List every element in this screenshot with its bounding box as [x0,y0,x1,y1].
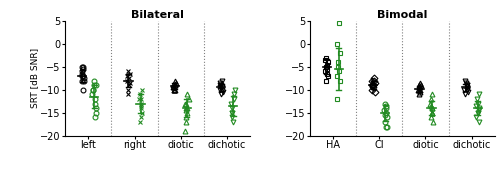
Title: Bilateral: Bilateral [131,10,184,20]
Title: Bimodal: Bimodal [377,10,428,20]
Y-axis label: SRT [dB SNR]: SRT [dB SNR] [30,48,39,108]
